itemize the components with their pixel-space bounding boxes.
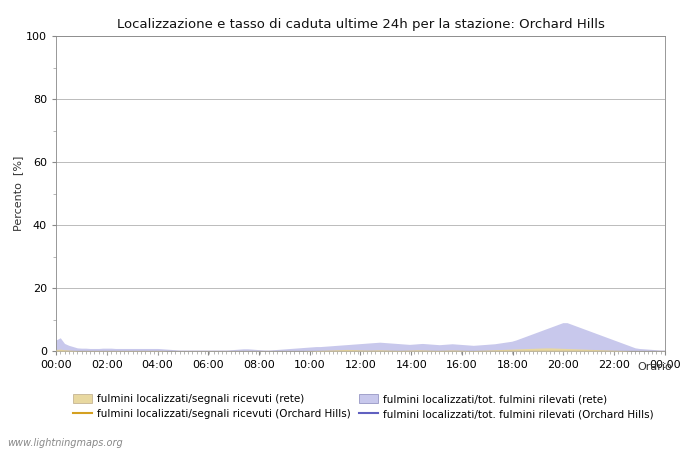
Text: Orario: Orario [637,362,672,372]
Y-axis label: Percento  [%]: Percento [%] [13,156,23,231]
Text: www.lightningmaps.org: www.lightningmaps.org [7,438,122,448]
Legend: fulmini localizzati/segnali ricevuti (rete), fulmini localizzati/segnali ricevut: fulmini localizzati/segnali ricevuti (re… [74,394,654,419]
Title: Localizzazione e tasso di caduta ultime 24h per la stazione: Orchard Hills: Localizzazione e tasso di caduta ultime … [117,18,604,31]
